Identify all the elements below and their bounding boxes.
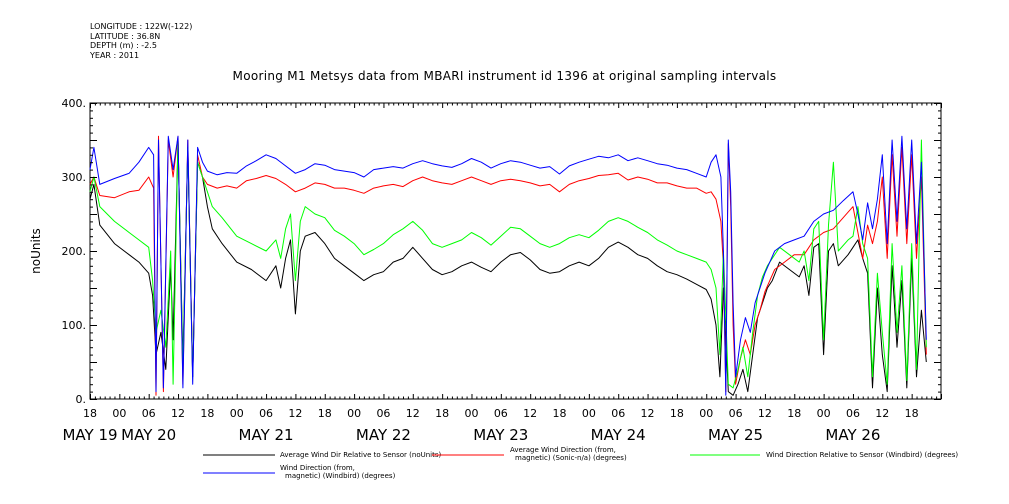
- x-tick-label: 12: [288, 407, 302, 420]
- x-tick-label: 00: [112, 407, 126, 420]
- x-tick-label: 06: [846, 407, 860, 420]
- x-day-label: MAY 22: [356, 426, 411, 444]
- x-tick-label: 06: [494, 407, 508, 420]
- series-layer: [89, 135, 927, 396]
- y-tick-label: 100.: [62, 319, 87, 332]
- series-line-4: [89, 135, 927, 396]
- series-line-1: [89, 139, 927, 396]
- legend-label-4: Wind Direction (from, magnetic) (Windbird…: [280, 464, 396, 480]
- x-day-label: MAY 21: [239, 426, 294, 444]
- metadata-block: LONGITUDE : 122W(-122) LATITUDE : 36.8N …: [90, 22, 192, 60]
- series-line-2: [89, 135, 927, 396]
- x-tick-label: 06: [729, 407, 743, 420]
- x-tick-label: 18: [318, 407, 332, 420]
- x-day-label: MAY 20: [121, 426, 176, 444]
- meta-year: YEAR : 2011: [90, 50, 140, 60]
- y-tick-label: 300.: [62, 171, 87, 184]
- legend-label-line: Average Wind Direction (from,: [510, 446, 616, 454]
- x-day-label: MAY 26: [825, 426, 880, 444]
- y-tick-label: 400.: [62, 97, 87, 110]
- x-tick-label: 18: [670, 407, 684, 420]
- series-line-3: [89, 139, 927, 389]
- x-tick-label: 00: [582, 407, 596, 420]
- legend-label-line: magnetic) (Sonic-n/a) (degrees): [515, 454, 627, 462]
- x-day-label: MAY 19: [62, 426, 117, 444]
- x-tick-label: 12: [875, 407, 889, 420]
- x-day-label: MAY 24: [591, 426, 646, 444]
- x-tick-label: 12: [406, 407, 420, 420]
- y-tick-label: 200.: [62, 245, 87, 258]
- legend-label-line: Wind Direction (from,: [280, 464, 355, 472]
- x-tick-label: 00: [699, 407, 713, 420]
- y-axis-label: noUnits: [29, 228, 43, 274]
- meta-longitude: LONGITUDE : 122W(-122): [90, 22, 193, 31]
- legend-label-3: Wind Direction Relative to Sensor (Windb…: [766, 451, 958, 459]
- x-tick-label: 00: [230, 407, 244, 420]
- legend-label-line: magnetic) (Windbird) (degrees): [285, 472, 396, 480]
- x-tick-label: 18: [905, 407, 919, 420]
- x-day-label: MAY 25: [708, 426, 763, 444]
- x-tick-label: 18: [553, 407, 567, 420]
- x-day-label: MAY 23: [473, 426, 528, 444]
- x-tick-label: 12: [523, 407, 537, 420]
- x-tick-label: 12: [641, 407, 655, 420]
- x-tick-label: 18: [83, 407, 97, 420]
- chart-title: Mooring M1 Metsys data from MBARI instru…: [232, 69, 777, 83]
- x-tick-label: 06: [259, 407, 273, 420]
- x-tick-label: 18: [200, 407, 214, 420]
- meta-depth: DEPTH (m) : -2.5: [90, 41, 157, 50]
- x-tick-label: 06: [376, 407, 390, 420]
- legend-label-1: Average Wind Dir Relative to Sensor (noU…: [280, 451, 441, 459]
- x-tick-label: 18: [787, 407, 801, 420]
- legend: Average Wind Dir Relative to Sensor (noU…: [203, 446, 958, 480]
- legend-label-2: Average Wind Direction (from, magnetic) (…: [510, 446, 627, 462]
- y-tick-label: 0.: [76, 393, 87, 406]
- x-tick-label: 00: [817, 407, 831, 420]
- x-tick-label: 18: [435, 407, 449, 420]
- x-tick-label: 06: [611, 407, 625, 420]
- x-tick-label: 00: [347, 407, 361, 420]
- meta-latitude: LATITUDE : 36.8N: [90, 31, 161, 41]
- x-tick-label: 06: [142, 407, 156, 420]
- x-tick-label: 12: [758, 407, 772, 420]
- x-tick-label: 12: [171, 407, 185, 420]
- x-tick-label: 00: [464, 407, 478, 420]
- axis-layer: 18 00 06 12 18 00 06 12 18 00 06 12 18 00 06 12 18 00 06 12…: [29, 97, 942, 444]
